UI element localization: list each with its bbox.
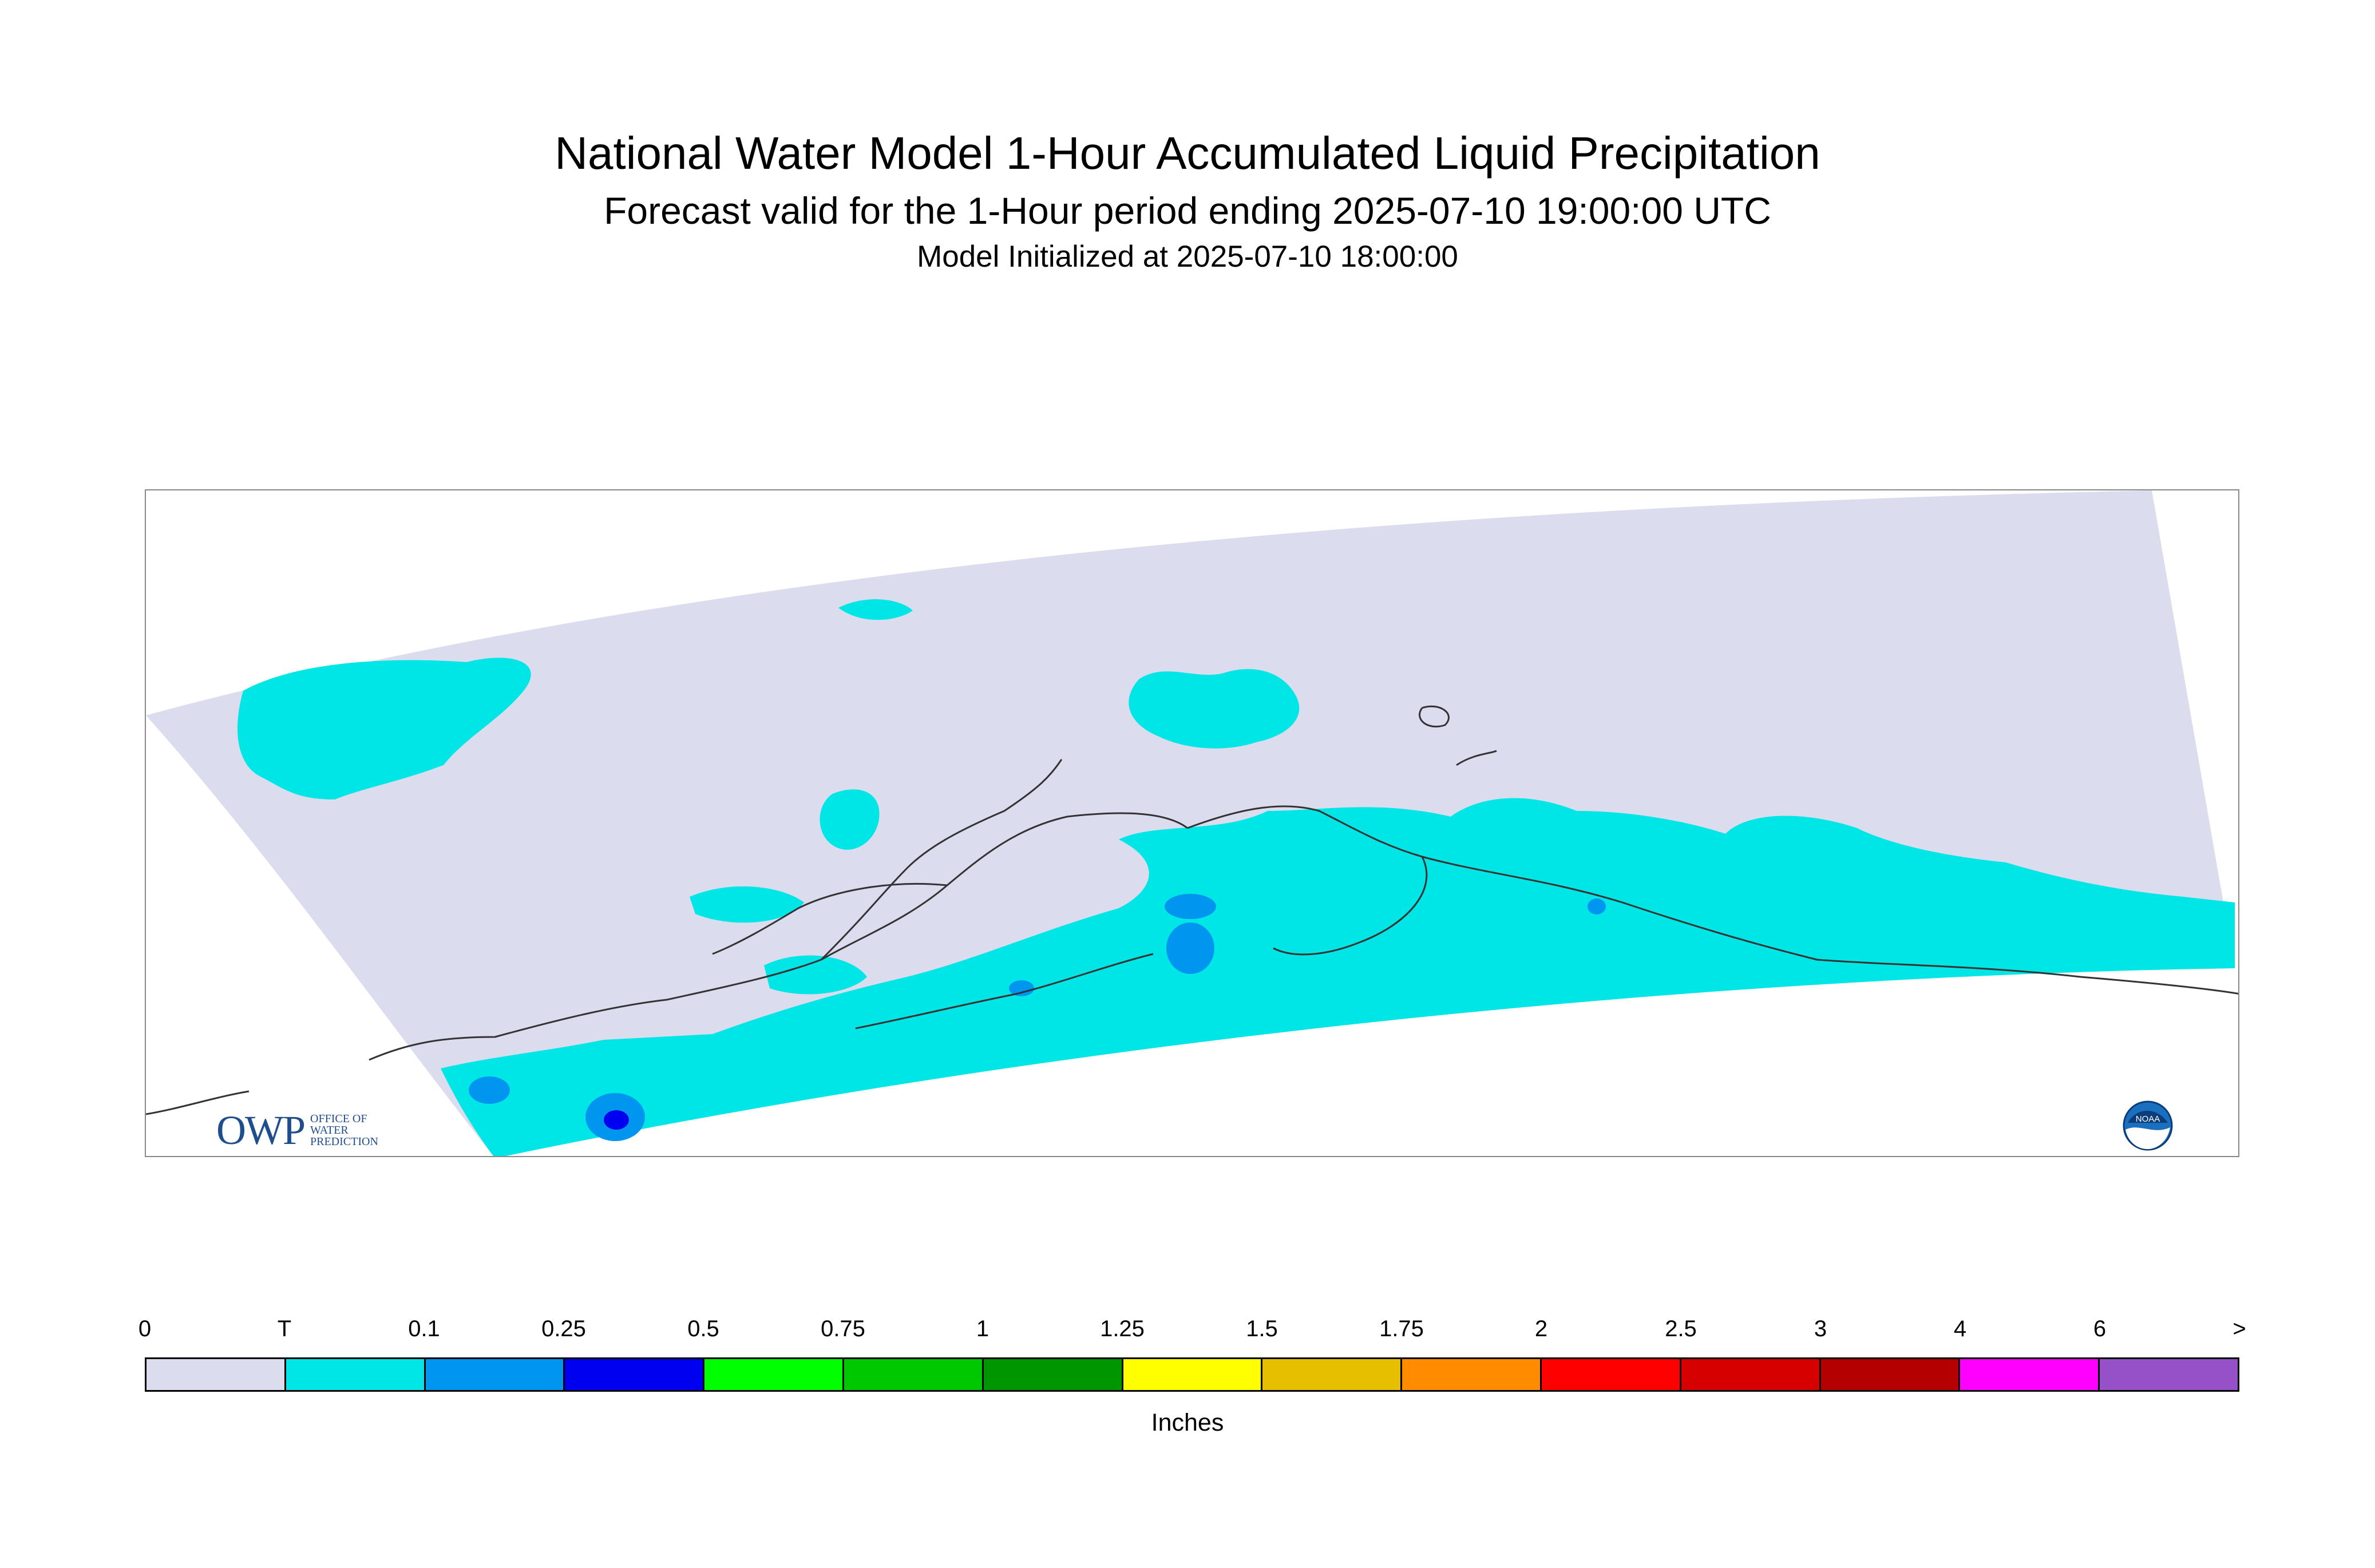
legend-colorbar (145, 1357, 2239, 1392)
legend-swatch (983, 1359, 1123, 1390)
legend-swatch (1541, 1359, 1681, 1390)
legend-tick-label: 0.75 (821, 1316, 865, 1341)
owp-logo-line: WATER (310, 1124, 349, 1137)
legend-swatch (565, 1359, 705, 1390)
legend-tick-label: 1.75 (1379, 1316, 1424, 1341)
legend-swatch (1262, 1359, 1403, 1390)
legend-tick-label: T (277, 1316, 292, 1341)
model-init-time: Model Initialized at 2025-07-10 18:00:00 (917, 240, 1458, 274)
legend-swatch (844, 1359, 984, 1390)
coastlines (146, 705, 2238, 1115)
legend-swatch (1123, 1359, 1263, 1390)
trace-precip-area (764, 955, 867, 995)
legend-swatch (2100, 1359, 2238, 1390)
legend-tick-label: 0 (138, 1316, 152, 1341)
light-blue-cell (1166, 922, 1214, 974)
trace-precip-area (838, 599, 913, 620)
legend-swatch (425, 1359, 565, 1390)
trace-precip-area (441, 798, 2235, 1156)
legend-tick-label: 1.25 (1100, 1316, 1145, 1341)
legend-tick-label: 0.25 (541, 1316, 586, 1341)
map-canvas (146, 490, 2238, 1156)
legend-swatch (1681, 1359, 1821, 1390)
blue-cell (604, 1110, 629, 1130)
legend-tick-label: 2 (1534, 1316, 1548, 1341)
legend-swatch (704, 1359, 844, 1390)
trace-precip-area (238, 658, 531, 799)
legend-tick-label: 0.5 (687, 1316, 719, 1341)
legend-tick-label: 2.5 (1665, 1316, 1697, 1341)
trace-precip-area (820, 789, 880, 850)
map-subtitle: Forecast valid for the 1-Hour period end… (604, 189, 1771, 232)
legend-tick-label: 3 (1814, 1316, 1827, 1341)
noaa-logo-text: NOAA (2136, 1114, 2160, 1124)
legend-tick-labels: 0 T 0.1 0.25 0.5 0.75 1 1.25 1.5 1.75 2 2.5 3 4 6 > (0, 1316, 2375, 1351)
legend-tick-label: 1.5 (1246, 1316, 1278, 1341)
owp-logo: OWP OFFICE OF WATER PREDICTION (216, 1107, 378, 1153)
legend-swatch (1402, 1359, 1542, 1390)
legend-unit: Inches (1151, 1409, 1224, 1436)
legend-tick-label: > (2232, 1316, 2246, 1341)
owp-logo-line: OFFICE OF (310, 1112, 367, 1125)
light-blue-cell (1165, 894, 1216, 919)
legend-swatch (286, 1359, 426, 1390)
legend-swatch (1960, 1359, 2100, 1390)
light-blue-cell (1588, 898, 1606, 914)
model-domain (146, 490, 2235, 1156)
owp-logo-line: PREDICTION (310, 1135, 378, 1148)
legend-tick-label: 6 (2093, 1316, 2107, 1341)
light-blue-cell (1009, 980, 1034, 996)
legend-swatch (147, 1359, 286, 1390)
trace-precip-area (1129, 669, 1300, 749)
legend-tick-label: 1 (976, 1316, 989, 1341)
owp-logo-letters: OWP (216, 1107, 306, 1153)
noaa-logo: NOAA (2122, 1100, 2174, 1154)
legend-swatch (1820, 1359, 1961, 1390)
legend-tick-label: 0.1 (408, 1316, 440, 1341)
map-title: National Water Model 1-Hour Accumulated … (555, 128, 1820, 179)
precipitation-map[interactable] (145, 489, 2239, 1157)
legend-tick-label: 4 (1953, 1316, 1967, 1341)
light-blue-cell (469, 1076, 510, 1104)
trace-precip-area (690, 886, 804, 923)
